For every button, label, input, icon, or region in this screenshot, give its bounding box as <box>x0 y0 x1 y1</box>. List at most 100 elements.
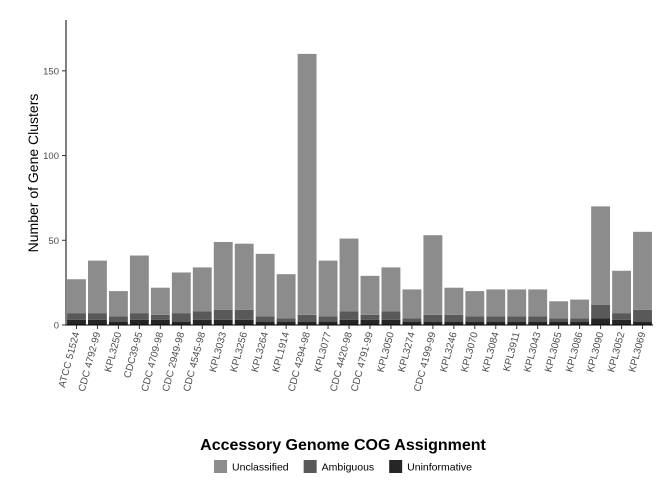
y-tick-label: 100 <box>43 151 59 162</box>
y-axis-ticks: 0 50 100 150 <box>43 66 66 332</box>
bar-segment-unclassified <box>339 238 359 312</box>
bar-segment-ambiguous <box>234 309 254 320</box>
bar-segment-uninformative <box>486 321 506 325</box>
x-tick-label: CDC 4545-98 <box>182 331 209 393</box>
x-tick-label: KPL3264 <box>250 331 271 374</box>
legend-swatch-uninformative <box>389 460 403 473</box>
x-tick-label: CDC 4791-99 <box>349 331 376 393</box>
x-tick-label: KPL3084 <box>480 331 501 374</box>
bar-segment-uninformative <box>402 321 422 325</box>
bar-segment-ambiguous <box>591 304 611 319</box>
bar-segment-ambiguous <box>444 314 464 322</box>
bar-segment-uninformative <box>67 319 86 325</box>
legend-title: Accessory Genome COG Assignment <box>200 437 486 454</box>
bar-segment-ambiguous <box>276 318 296 322</box>
bar-segment-ambiguous <box>255 316 275 322</box>
bar-segment-ambiguous <box>88 313 107 320</box>
x-tick-label: KPL3246 <box>438 331 459 374</box>
bar-segment-ambiguous <box>108 316 128 322</box>
bar-segment-ambiguous <box>297 314 317 322</box>
bar-segment-ambiguous <box>528 316 548 322</box>
bar-segment-unclassified <box>192 267 212 312</box>
bar-segment-unclassified <box>402 289 422 319</box>
bar-segment-unclassified <box>276 274 296 319</box>
legend-label-ambiguous: Ambiguous <box>322 462 375 474</box>
bar-segment-unclassified <box>549 301 569 319</box>
x-tick-label: KPL3250 <box>103 331 124 374</box>
x-tick-label: KPL3274 <box>397 331 418 374</box>
bar-segment-uninformative <box>192 319 212 325</box>
bar-segment-ambiguous <box>633 309 652 322</box>
bar-segment-uninformative <box>444 321 464 325</box>
y-tick-label: 50 <box>48 236 59 247</box>
bar-segment-uninformative <box>465 321 485 325</box>
bar-segment-unclassified <box>444 287 464 315</box>
bar-segment-unclassified <box>507 289 527 317</box>
bar-segment-unclassified <box>612 270 631 314</box>
bar-segment-unclassified <box>171 272 191 314</box>
bar-segment-unclassified <box>297 53 317 315</box>
bar-segment-ambiguous <box>507 316 527 322</box>
legend-label-uninformative: Uninformative <box>407 462 472 474</box>
bar-segment-ambiguous <box>612 313 631 320</box>
bar-segment-uninformative <box>360 319 380 325</box>
bar-segment-unclassified <box>213 241 233 310</box>
x-tick-label: KPL3090 <box>585 331 606 374</box>
bar-segment-unclassified <box>255 253 275 317</box>
bar-segment-unclassified <box>570 299 590 319</box>
bar-segment-unclassified <box>88 260 107 314</box>
legend-swatch-ambiguous <box>303 460 317 473</box>
bar-segment-unclassified <box>381 267 401 312</box>
bar-segment-ambiguous <box>423 314 443 322</box>
bar-segment-uninformative <box>507 321 527 325</box>
bar-segment-ambiguous <box>129 313 149 320</box>
y-tick-label: 0 <box>54 321 59 332</box>
bar-segment-unclassified <box>108 291 128 317</box>
x-tick-label: KPL3050 <box>376 331 397 374</box>
bar-segment-unclassified <box>129 255 149 314</box>
bar-segment-ambiguous <box>67 313 86 320</box>
bar-segment-ambiguous <box>150 314 170 320</box>
legend-label-unclassified: Unclassified <box>232 462 289 474</box>
bar-segment-ambiguous <box>318 316 338 322</box>
bar-segment-ambiguous <box>570 318 590 322</box>
bar-segment-ambiguous <box>339 311 359 320</box>
bar-segment-uninformative <box>234 319 254 325</box>
x-tick-label: CDC 4199-99 <box>412 331 439 393</box>
bar-segment-uninformative <box>108 321 128 325</box>
bar-segment-uninformative <box>318 321 338 325</box>
bar-segment-uninformative <box>381 319 401 325</box>
bar-segment-unclassified <box>465 291 485 317</box>
bar-segment-uninformative <box>549 321 569 325</box>
bar-segment-uninformative <box>339 319 359 325</box>
bar-segment-uninformative <box>213 319 233 325</box>
y-tick-label: 150 <box>43 66 59 77</box>
x-tick-label: KPL1914 <box>271 331 292 374</box>
x-tick-label: KPL3069 <box>627 331 648 374</box>
x-tick-label: KPL3052 <box>606 331 627 374</box>
x-tick-label: KPL3256 <box>229 331 250 374</box>
bar-segment-uninformative <box>297 321 317 325</box>
bar-segment-uninformative <box>88 319 107 325</box>
bar-segment-ambiguous <box>549 318 569 322</box>
x-tick-label: CDC 4294-98 <box>287 331 314 393</box>
bar-segment-unclassified <box>486 289 506 317</box>
bar-segment-unclassified <box>150 287 170 315</box>
bar-segment-ambiguous <box>360 314 380 320</box>
x-tick-label: CDC39-95 <box>122 331 145 380</box>
bar-segment-uninformative <box>591 318 611 325</box>
bar-segment-ambiguous <box>486 316 506 322</box>
bar-segment-ambiguous <box>213 309 233 320</box>
bar-segment-uninformative <box>528 321 548 325</box>
x-tick-label: KPL3077 <box>313 331 334 374</box>
bar-segment-ambiguous <box>192 311 212 320</box>
bar-segment-uninformative <box>612 319 631 325</box>
bar-segment-uninformative <box>255 321 275 325</box>
bar-segment-uninformative <box>570 321 590 325</box>
legend-swatch-unclassified <box>214 460 228 473</box>
bar-segment-unclassified <box>591 206 611 305</box>
bar-segment-uninformative <box>171 321 191 325</box>
bar-segment-uninformative <box>633 321 652 325</box>
